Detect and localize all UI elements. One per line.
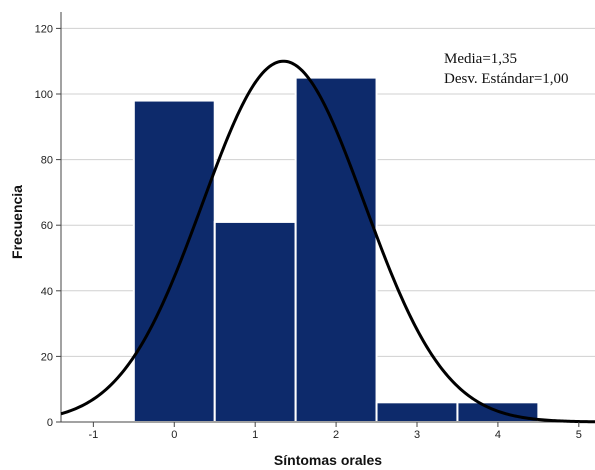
mean-annotation: Media=1,35: [444, 51, 517, 67]
x-tick-label-4: 4: [495, 429, 501, 441]
tick-labels: 0 20 40 60 80 100 120 -1 0 1 2 3 4 5: [35, 23, 582, 441]
x-tick-label-0: 0: [171, 429, 177, 441]
x-tick-label--1: -1: [88, 429, 98, 441]
std-annotation: Desv. Estándar=1,00: [444, 71, 569, 87]
x-tick-label-3: 3: [414, 429, 420, 441]
axes: [60, 12, 595, 423]
x-tick-label-2: 2: [333, 429, 339, 441]
bar-1: [213, 220, 297, 423]
bar-3: [375, 401, 459, 424]
bar-0: [132, 99, 216, 423]
y-tick-label-80: 80: [41, 155, 53, 167]
y-tick-label-60: 60: [41, 220, 53, 232]
normal-curve-group: [60, 59, 595, 424]
y-axis-title: Frecuencia: [9, 185, 25, 259]
bars: [132, 76, 540, 424]
y-tick-label-100: 100: [35, 89, 53, 101]
y-tick-label-120: 120: [35, 23, 53, 35]
y-tick-label-0: 0: [47, 417, 53, 429]
x-tick-label-5: 5: [576, 429, 582, 441]
bar-2: [294, 76, 378, 423]
y-tick-label-20: 20: [41, 351, 53, 363]
x-tick-label-1: 1: [252, 429, 258, 441]
y-tick-label-40: 40: [41, 286, 53, 298]
x-axis-title: Síntomas orales: [274, 452, 382, 468]
normal-curve: [60, 59, 595, 424]
